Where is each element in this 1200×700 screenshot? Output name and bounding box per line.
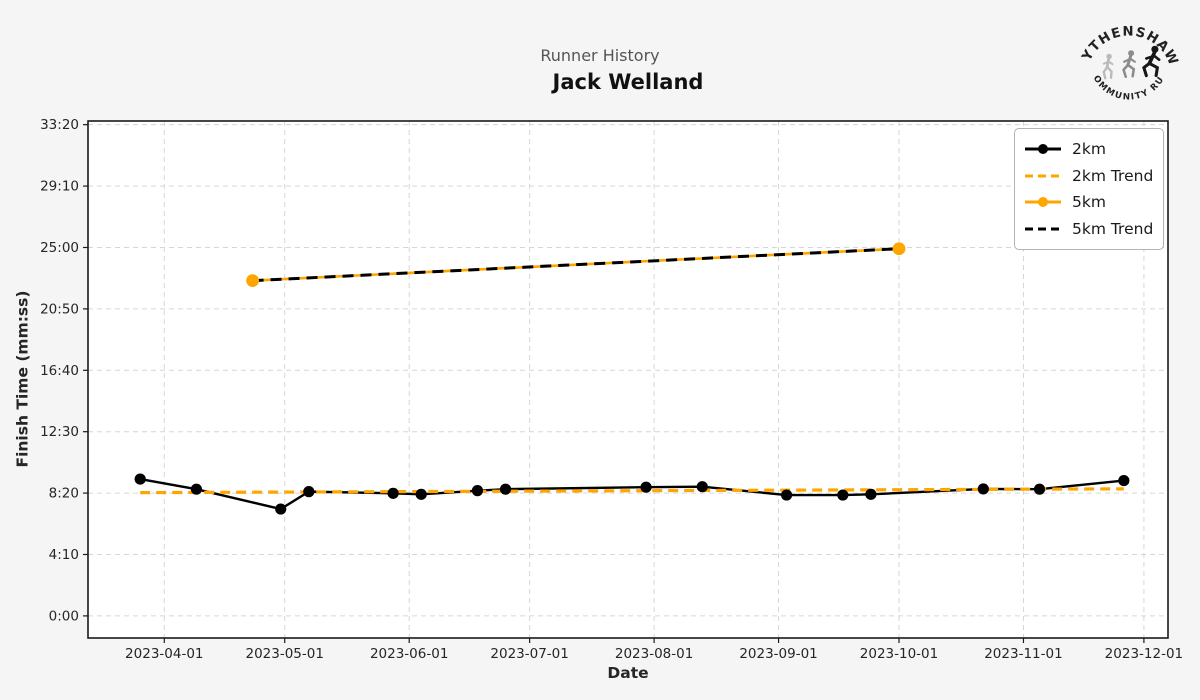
data-point-2km [780,489,793,501]
y-tick-label: 33:20 [40,117,79,133]
y-tick-label: 29:10 [40,179,79,195]
chart-title: Jack Welland [552,70,704,94]
x-tick-label: 2023-08-01 [615,646,693,662]
plot-area [88,121,1168,638]
data-point-2km [303,486,315,498]
x-tick-label: 2023-10-01 [860,646,938,662]
data-point-2km [1033,483,1046,495]
data-point-5km [892,242,906,256]
data-point-2km [837,489,849,501]
x-tick-label: 2023-04-01 [125,646,203,662]
runner-icon [1102,53,1114,80]
legend-item-2km Trend: 2km Trend [1023,163,1153,190]
data-point-2km [415,488,427,500]
legend-line-sample [1025,197,1061,208]
runner-icon [1142,45,1161,78]
series-line-5km [252,247,900,282]
data-point-2km [640,481,652,493]
data-point-2km [499,483,512,495]
data-point-2km [387,487,399,499]
x-tick-label: 2023-07-01 [490,646,568,662]
y-tick-label: 4:10 [49,547,79,563]
x-tick-label: 2023-11-01 [984,646,1062,662]
legend-label: 5km [1072,193,1106,212]
x-axis-label: Date [607,664,649,682]
runner-icon [1122,50,1136,79]
legend-label: 5km Trend [1072,219,1154,238]
legend-item-5km Trend: 5km Trend [1023,216,1153,243]
legend-item-5km: 5km [1023,189,1153,216]
data-point-2km [134,473,146,485]
data-point-2km [696,481,708,493]
y-tick-label: 0:00 [49,608,79,624]
legend-line-sample [1025,174,1061,178]
club-logo: WYTHENSHAWE COMMUNITY RUN [1078,12,1180,103]
x-tick-label: 2023-09-01 [739,646,817,662]
chart-legend: 2km 2km Trend 5km 5km Trend [1014,128,1164,250]
legend-item-2km: 2km [1023,136,1153,163]
legend-label: 2km [1072,140,1106,159]
data-point-2km [471,485,484,497]
data-point-2km [865,488,877,500]
y-tick-label: 25:00 [40,240,79,256]
y-tick-label: 8:20 [49,486,79,502]
chart-subtitle: Runner History [540,46,660,65]
x-tick-label: 2023-12-01 [1105,646,1183,662]
data-point-2km [190,483,203,495]
y-tick-label: 16:40 [40,363,79,379]
data-point-2km [1118,474,1130,487]
plot-border [87,120,1169,639]
data-point-2km [275,503,287,515]
legend-label: 2km Trend [1072,166,1154,185]
y-axis-label: Finish Time (mm:ss) [13,290,32,468]
legend-line-sample [1025,227,1061,231]
data-point-5km [246,274,260,288]
y-tick-label: 20:50 [40,301,79,317]
y-tick-label: 12:30 [40,424,79,440]
x-tick-label: 2023-05-01 [245,646,323,662]
data-point-2km [977,483,989,495]
legend-line-sample [1025,144,1061,155]
series-line-2km [139,477,1124,511]
x-tick-label: 2023-06-01 [370,646,448,662]
